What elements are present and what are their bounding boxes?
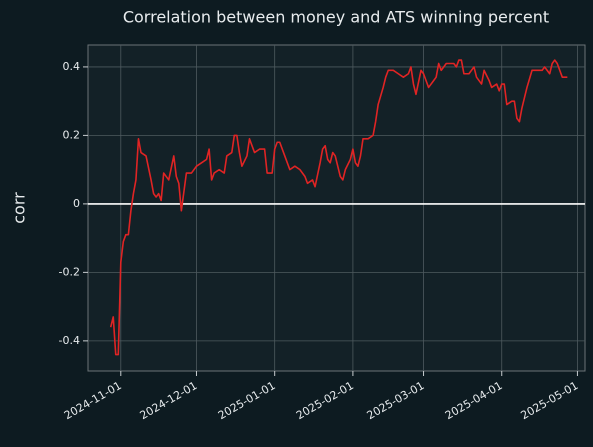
y-tick-label: 0 xyxy=(73,197,80,210)
y-tick-label: 0.2 xyxy=(63,128,81,141)
y-axis-label: corr xyxy=(10,192,29,224)
y-tick-label: -0.4 xyxy=(59,334,80,347)
plot-area xyxy=(87,44,586,372)
data-line xyxy=(109,59,568,356)
chart-title: Correlation between money and ATS winnin… xyxy=(123,8,549,27)
y-tick-label: -0.2 xyxy=(59,265,80,278)
y-tick-label: 0.4 xyxy=(63,60,81,73)
